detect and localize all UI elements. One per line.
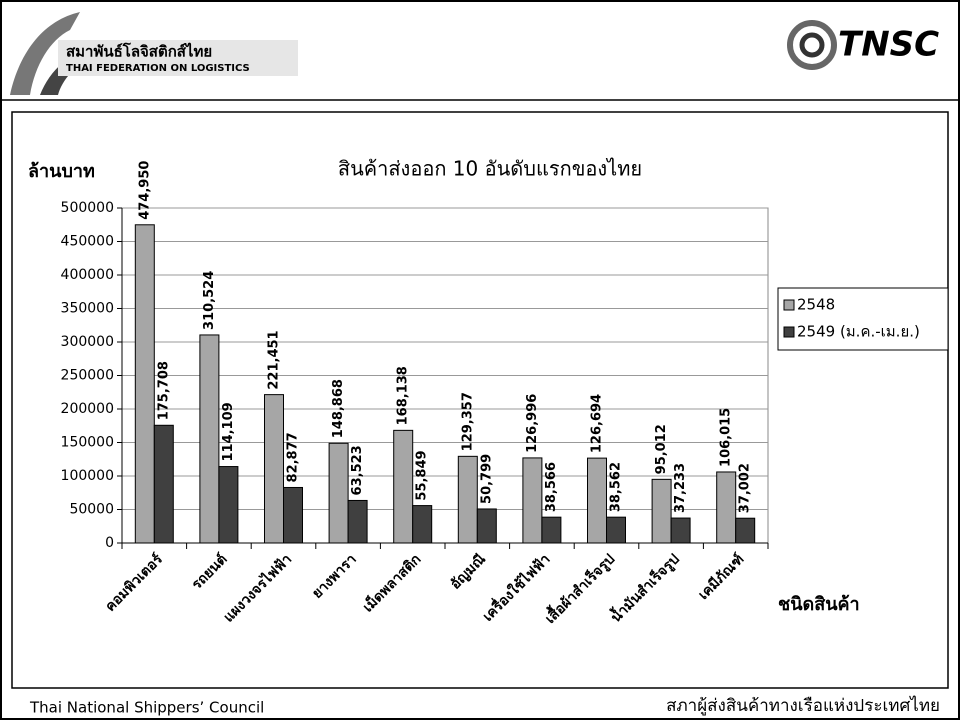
value-label: 114,109 xyxy=(221,402,236,461)
y-axis-label: ล้านบาท xyxy=(28,161,95,182)
bar xyxy=(218,466,239,544)
value-label: 126,694 xyxy=(590,394,605,453)
bar xyxy=(283,486,303,544)
bar xyxy=(587,457,607,544)
bar xyxy=(476,508,497,544)
y-tick-label: 100000 xyxy=(61,468,114,484)
y-tick-label: 200000 xyxy=(61,401,114,417)
logo-band xyxy=(58,40,298,76)
bar xyxy=(153,424,174,544)
bar xyxy=(457,455,478,544)
footer-left: Thai National Shippers’ Council xyxy=(29,699,264,717)
value-label: 221,451 xyxy=(267,330,282,389)
bar xyxy=(651,478,672,544)
value-label: 37,002 xyxy=(738,463,753,513)
value-label: 55,849 xyxy=(415,450,430,500)
y-tick-label: 250000 xyxy=(61,368,114,384)
footer-right: สภาผู้ส่งสินค้าทางเรือแห่งประเทศไทย xyxy=(666,695,940,716)
logo-right: TNSC xyxy=(787,20,939,70)
legend-label: 2549 (ม.ค.-เม.ย.) xyxy=(797,323,920,341)
logo-left: สมาพันธ์โลจิสติกส์ไทย THAI FEDERATION ON… xyxy=(10,12,298,95)
value-label: 126,996 xyxy=(525,394,540,453)
x-axis-label: ชนิดสินค้า xyxy=(778,594,860,615)
value-label: 38,562 xyxy=(609,462,624,512)
value-label: 63,523 xyxy=(350,445,365,495)
logo-text: TNSC xyxy=(838,25,939,65)
bar xyxy=(522,457,543,544)
bar xyxy=(347,499,368,544)
value-label: 50,799 xyxy=(479,454,494,504)
legend-swatch xyxy=(783,299,795,311)
logo-ring xyxy=(787,20,837,70)
logo-swoosh xyxy=(10,12,80,95)
y-tick-label: 0 xyxy=(105,535,114,551)
value-label: 38,566 xyxy=(544,462,559,512)
value-label: 37,233 xyxy=(673,463,688,513)
bar xyxy=(541,516,562,544)
value-label: 82,877 xyxy=(286,432,301,482)
y-tick-label: 300000 xyxy=(61,334,114,350)
bar xyxy=(264,394,284,544)
bar xyxy=(735,517,756,544)
bar xyxy=(412,505,433,544)
y-tick-label: 150000 xyxy=(61,435,114,451)
value-label: 168,138 xyxy=(396,366,411,425)
logo-text: สมาพันธ์โลจิสติกส์ไทย xyxy=(66,42,212,61)
value-label: 106,015 xyxy=(719,408,734,467)
y-tick-label: 350000 xyxy=(61,301,114,317)
bar xyxy=(716,471,737,544)
bar xyxy=(134,224,155,544)
value-label: 474,950 xyxy=(137,161,152,220)
logo-ring xyxy=(799,32,825,58)
y-tick-label: 50000 xyxy=(69,502,114,518)
y-tick-label: 500000 xyxy=(61,200,114,216)
legend-swatch xyxy=(783,326,795,338)
value-label: 129,357 xyxy=(460,392,475,451)
bar xyxy=(670,517,691,544)
bar xyxy=(199,334,220,544)
legend-label: 2548 xyxy=(797,296,835,314)
logo-text: THAI FEDERATION ON LOGISTICS xyxy=(66,63,250,74)
chart-title: สินค้าส่งออก 10 อันดับแรกของไทย xyxy=(338,157,642,181)
value-label: 95,012 xyxy=(654,424,669,474)
bar xyxy=(328,442,349,544)
value-label: 310,524 xyxy=(202,271,217,330)
y-tick-label: 400000 xyxy=(61,267,114,283)
legend-box xyxy=(777,287,949,351)
bar xyxy=(606,516,626,544)
value-label: 148,868 xyxy=(331,379,346,438)
value-label: 175,708 xyxy=(156,361,171,420)
y-tick-label: 450000 xyxy=(61,234,114,250)
bar xyxy=(393,429,414,544)
